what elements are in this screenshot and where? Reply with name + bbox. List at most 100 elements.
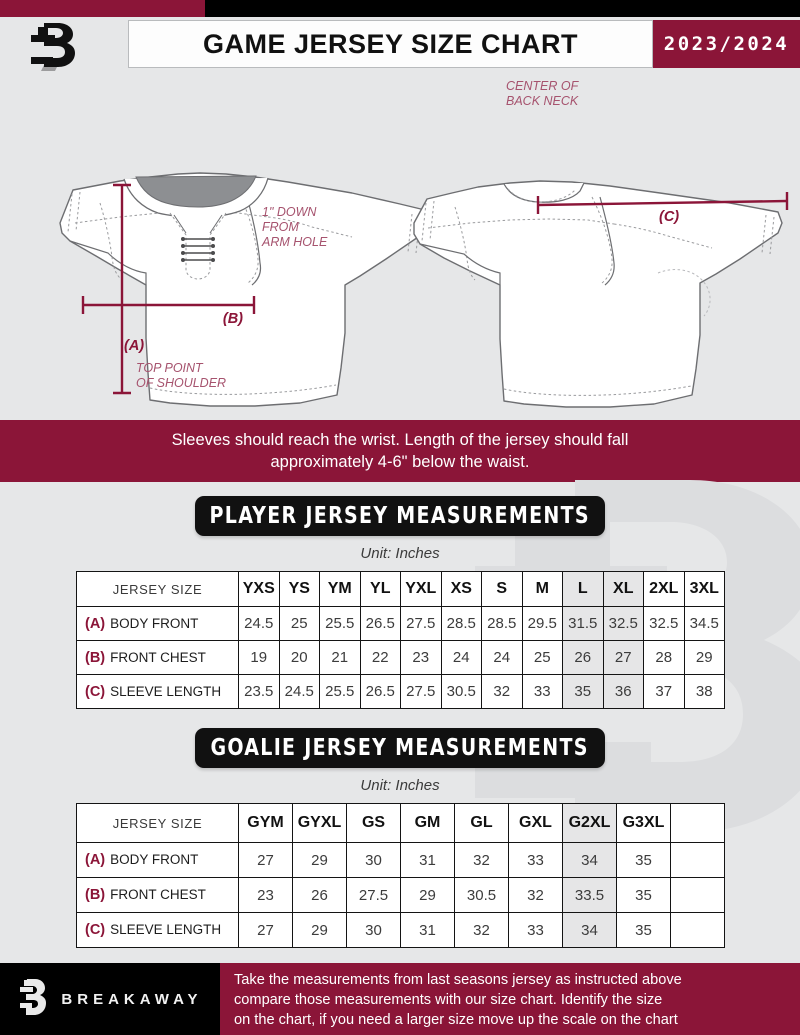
- footer-brand: BREAKAWAY: [0, 963, 220, 1035]
- measurement-value: 29: [683, 640, 725, 675]
- front-marker-b-label: (B): [223, 311, 243, 327]
- measurement-value: 26: [292, 877, 347, 913]
- player-unit-label: Unit: Inches: [360, 545, 440, 562]
- season-badge-text: 2023/2024: [663, 33, 790, 55]
- size-column-header: 2XL: [643, 571, 685, 607]
- size-column-header: YXS: [238, 571, 280, 607]
- table-row: (A) BODY FRONT 24.5 25 25.5 26.5 27.5 28.5 28.5 2…: [76, 606, 725, 641]
- measurement-value: 25: [278, 606, 320, 641]
- measurement-value: 25: [521, 640, 563, 675]
- front-marker-b-note-line1: 1" DOWN: [262, 205, 317, 219]
- measurement-name: SLEEVE LENGTH: [110, 922, 222, 937]
- measurement-value: 27.5: [400, 674, 442, 709]
- measurement-value: 30: [346, 912, 401, 948]
- page-footer: BREAKAWAY Take the measurements from las…: [0, 963, 800, 1035]
- measurement-value: [670, 912, 725, 948]
- measurement-value: 29: [400, 877, 455, 913]
- measurement-value: 33: [508, 842, 563, 878]
- size-column-header: 3XL: [683, 571, 725, 607]
- measurement-value: 31: [400, 912, 455, 948]
- size-column-header: GS: [346, 803, 401, 843]
- measurement-row-label: (A) BODY FRONT: [76, 842, 239, 878]
- measurement-value: 24.5: [278, 674, 320, 709]
- back-jersey-figure: (C) CENTER OF BACK NECK: [413, 79, 789, 408]
- measurement-value: 31.5: [562, 606, 604, 641]
- table-row: (B) FRONT CHEST 23 26 27.5 29 30.5 32 33.5 35: [76, 877, 725, 913]
- measurement-value: 30.5: [440, 674, 482, 709]
- measurement-value: 28.5: [440, 606, 482, 641]
- measurement-value: 24: [481, 640, 523, 675]
- measurement-value: 25.5: [319, 606, 361, 641]
- size-column-header: XL: [602, 571, 644, 607]
- measurement-value: 24: [440, 640, 482, 675]
- top-accent-strip-maroon: [0, 0, 205, 17]
- player-size-header-label: JERSEY SIZE: [76, 571, 239, 607]
- measurement-value: 23: [238, 877, 293, 913]
- size-column-header: M: [521, 571, 563, 607]
- front-marker-a-note-line1: TOP POINT: [136, 361, 204, 375]
- back-marker-c-label: (C): [659, 209, 679, 225]
- player-section-title-text: PLAYER JERSEY MEASUREMENTS: [209, 503, 591, 529]
- player-jersey-section: PLAYER JERSEY MEASUREMENTS Unit: Inches …: [0, 496, 800, 709]
- measurement-name: FRONT CHEST: [110, 649, 206, 665]
- measurement-value: 27: [238, 912, 293, 948]
- measurement-value: 34.5: [683, 606, 725, 641]
- measurement-value: 23.5: [238, 674, 280, 709]
- size-column-header: YM: [319, 571, 361, 607]
- table-row: (C) SLEEVE LENGTH 27 29 30 31 32 33 34 35: [76, 912, 725, 948]
- measurement-value: 34: [562, 842, 617, 878]
- breakaway-b-logo-icon: [17, 978, 51, 1020]
- measurement-value: 33: [521, 674, 563, 709]
- size-column-header: GM: [400, 803, 455, 843]
- season-badge: 2023/2024: [653, 20, 800, 68]
- measurement-name: BODY FRONT: [110, 852, 199, 867]
- footer-brand-name: BREAKAWAY: [61, 990, 203, 1008]
- goalie-section-title-text: GOALIE JERSEY MEASUREMENTS: [210, 735, 590, 761]
- measurement-value: 34: [562, 912, 617, 948]
- measurement-row-label: (C) SLEEVE LENGTH: [76, 674, 239, 709]
- front-marker-b-note-line2: FROM: [262, 220, 299, 234]
- measurement-marker: (B): [85, 649, 106, 666]
- measurement-value: 20: [278, 640, 320, 675]
- measurement-value: 38: [683, 674, 725, 709]
- table-row: (C) SLEEVE LENGTH 23.5 24.5 25.5 26.5 27.5 30.5…: [76, 674, 725, 709]
- measurement-value: 30: [346, 842, 401, 878]
- page-title-text: GAME JERSEY SIZE CHART: [202, 28, 579, 59]
- front-jersey-figure: (B) (A) TOP POINT OF SHOULDER 1" DOWN FR…: [59, 172, 429, 407]
- measurement-value: 24.5: [238, 606, 280, 641]
- measurement-value: 35: [616, 842, 671, 878]
- size-column-header: YL: [359, 571, 401, 607]
- measurement-marker: (C): [85, 683, 106, 700]
- measurement-value: 26.5: [359, 606, 401, 641]
- footer-instructions: Take the measurements from last seasons …: [220, 963, 800, 1035]
- note-banner-line-2: approximately 4-6" below the waist.: [270, 453, 530, 471]
- player-section-title: PLAYER JERSEY MEASUREMENTS: [195, 496, 605, 536]
- front-marker-a-note-line2: OF SHOULDER: [136, 376, 226, 390]
- page-header: GAME JERSEY SIZE CHART 2023/2024: [0, 17, 800, 73]
- front-marker-b-note-line3: ARM HOLE: [261, 235, 328, 249]
- size-column-header: GYM: [238, 803, 293, 843]
- measurement-value: 27: [238, 842, 293, 878]
- measurement-value: 32: [454, 842, 509, 878]
- size-column-header: L: [562, 571, 604, 607]
- goalie-jersey-section: GOALIE JERSEY MEASUREMENTS Unit: Inches …: [0, 728, 800, 948]
- goalie-section-title: GOALIE JERSEY MEASUREMENTS: [195, 728, 605, 768]
- measurement-value: 35: [616, 877, 671, 913]
- measurement-value: 27.5: [346, 877, 401, 913]
- measurement-row-label: (B) FRONT CHEST: [76, 877, 239, 913]
- measurement-marker: (C): [85, 922, 106, 938]
- footer-instructions-line-2: compare those measurements with our size…: [234, 992, 663, 1008]
- measurement-row-label: (A) BODY FRONT: [76, 606, 239, 641]
- measurement-value: 23: [400, 640, 442, 675]
- goalie-unit-label: Unit: Inches: [360, 777, 440, 794]
- measurement-value: 29: [292, 912, 347, 948]
- player-table-header-row: JERSEY SIZE YXS YS YM YL YXL XS S M L XL 2XL 3XL: [76, 571, 725, 607]
- measurement-value: 33.5: [562, 877, 617, 913]
- measurement-name: FRONT CHEST: [110, 887, 206, 902]
- measurement-value: 26: [562, 640, 604, 675]
- size-column-header: GXL: [508, 803, 563, 843]
- measurement-value: 36: [602, 674, 644, 709]
- measurement-value: 25.5: [319, 674, 361, 709]
- footer-instructions-line-1: Take the measurements from last seasons …: [234, 972, 682, 988]
